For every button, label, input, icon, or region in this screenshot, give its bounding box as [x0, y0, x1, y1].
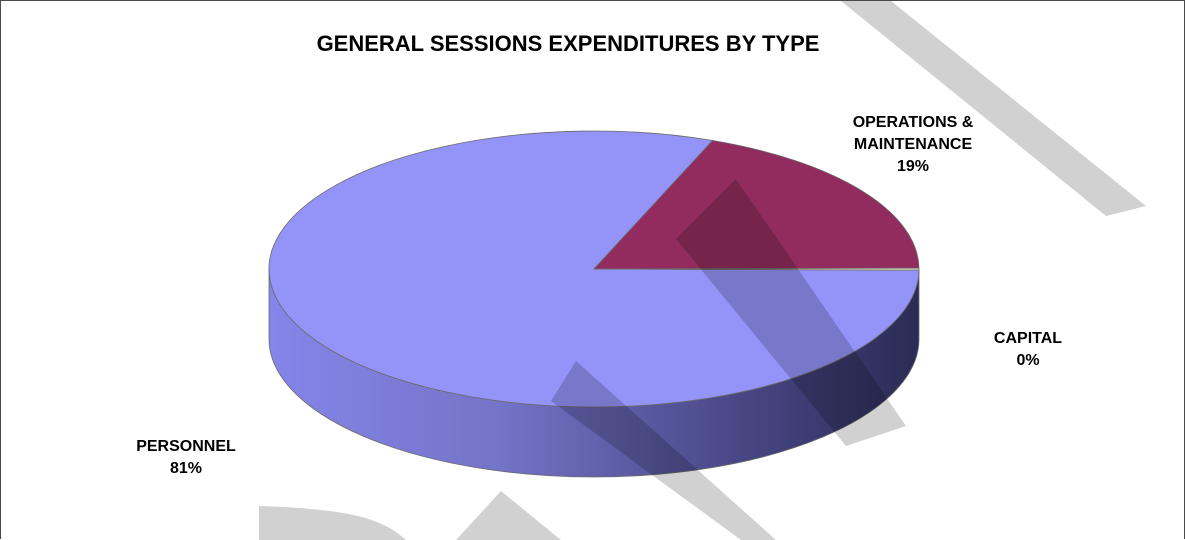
slice-label-personnel-name: PERSONNEL — [136, 438, 236, 455]
slice-label-personnel-value: 81% — [170, 460, 202, 477]
draft-watermark — [259, 1, 1146, 540]
slice-label-capital: CAPITAL 0% — [994, 330, 1062, 369]
watermark-letter-t — [841, 1, 1146, 216]
slice-label-om-value: 19% — [897, 158, 929, 175]
watermark-letter-r — [456, 491, 561, 540]
slice-label-om-name-line2: MAINTENANCE — [854, 136, 973, 153]
pie-top-layer — [268, 130, 920, 408]
slice-label-capital-value: 0% — [1016, 352, 1039, 369]
slice-label-om-name-line1: OPERATIONS & — [853, 114, 974, 131]
pie-slice-capital — [593, 267, 920, 271]
slice-label-operations-maintenance: OPERATIONS & MAINTENANCE 19% — [853, 114, 974, 175]
chart-title: GENERAL SESSIONS EXPENDITURES BY TYPE — [317, 31, 820, 56]
watermark-letter-f — [676, 179, 906, 446]
slice-label-capital-name: CAPITAL — [994, 330, 1062, 347]
slice-label-personnel: PERSONNEL 81% — [136, 438, 236, 477]
pie-slice-operations-maintenance — [593, 140, 920, 270]
watermark-letter-a — [551, 361, 776, 540]
watermark-letter-d — [259, 506, 406, 540]
